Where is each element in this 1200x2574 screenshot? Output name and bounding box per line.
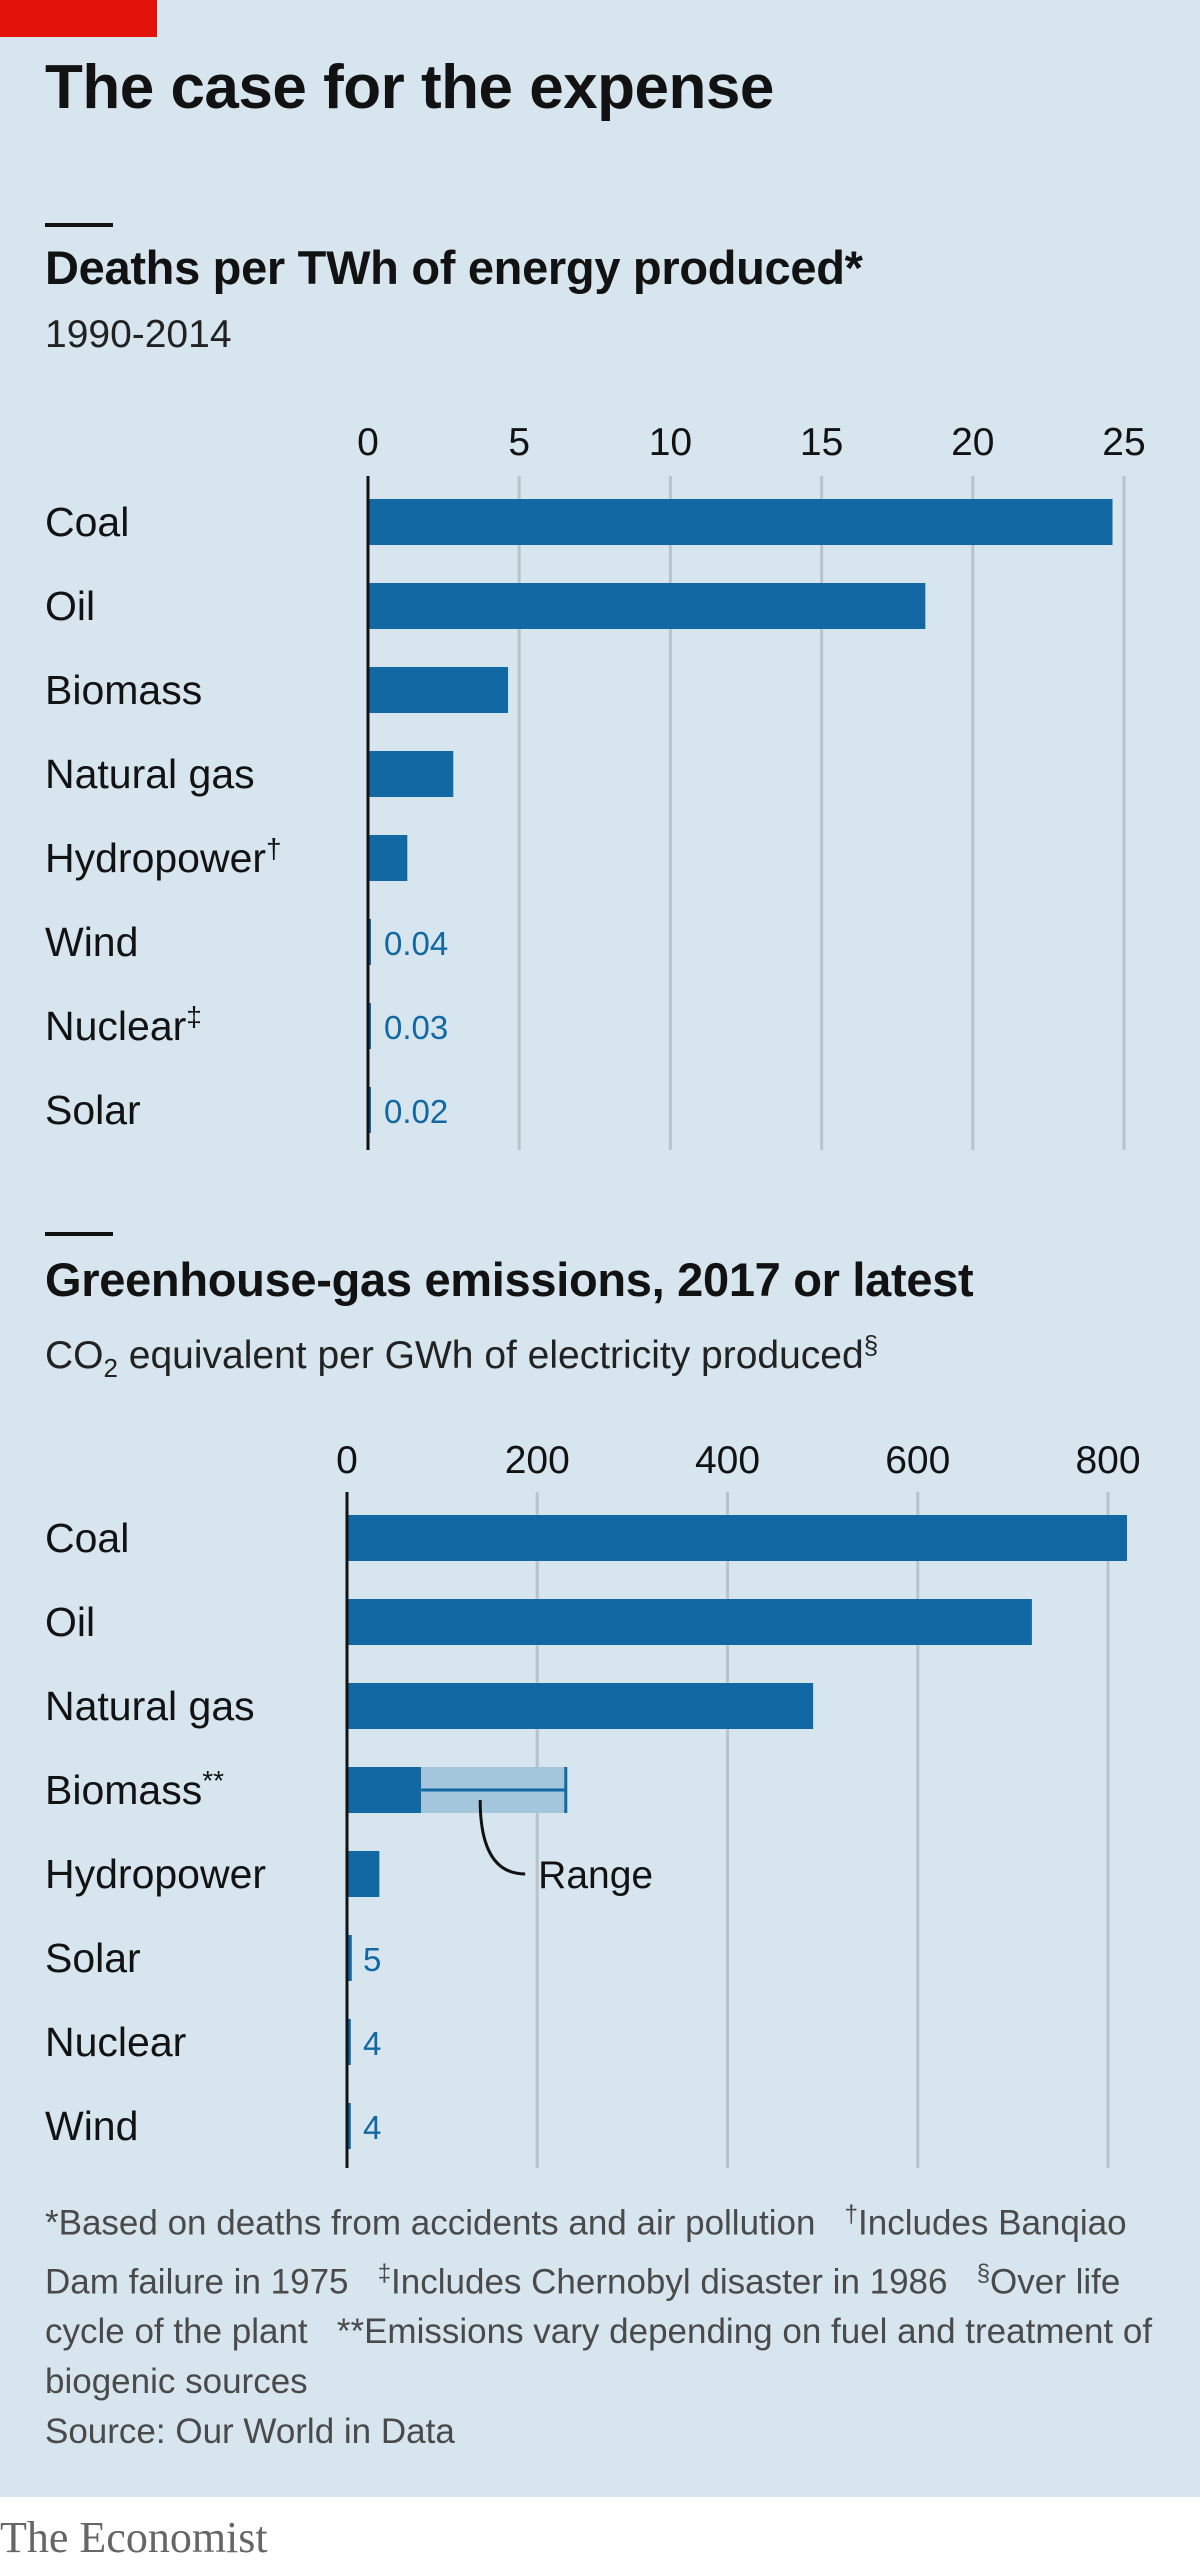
chart-2-title: Greenhouse-gas emissions, 2017 or latest <box>45 1253 974 1306</box>
category-label: Natural gas <box>45 1683 255 1729</box>
bar <box>368 751 454 797</box>
chart-2-subtitle-subscript: 2 <box>103 1352 118 1383</box>
chart-2-subtitle-mark: § <box>863 1330 879 1360</box>
category-label: Coal <box>45 499 129 545</box>
data-label: 0.03 <box>384 1009 448 1046</box>
bar <box>368 667 509 713</box>
chart-1-title: Deaths per TWh of energy produced* <box>45 241 863 294</box>
footnote-line-1: *Based on deaths from accidents and air … <box>45 2190 1165 2407</box>
tick-label: 800 <box>1075 1439 1140 1482</box>
category-label: Solar <box>45 1087 141 1133</box>
bar <box>347 1683 814 1729</box>
chart-1-subtitle: 1990-2014 <box>45 313 232 356</box>
chart-2-rule <box>45 1232 113 1236</box>
footnote-source: Source: Our World in Data <box>45 2412 455 2452</box>
tick-label: 25 <box>1102 421 1145 464</box>
category-label: Solar <box>45 1935 141 1981</box>
data-label: 0.04 <box>384 925 448 962</box>
bar <box>347 1515 1128 1561</box>
page-title: The case for the expense <box>45 53 774 122</box>
bar <box>347 2103 351 2149</box>
bar <box>368 835 408 881</box>
chart-2-subtitle-rest: equivalent per GWh of electricity produc… <box>117 1334 864 1377</box>
chart-2-subtitle-main: CO <box>45 1334 104 1377</box>
footnote-ddagger-text: Includes Chernobyl disaster in 1986 <box>391 2262 948 2302</box>
category-label: Coal <box>45 1515 129 1561</box>
tick-label: 15 <box>800 421 843 464</box>
tick-label: 10 <box>649 421 692 464</box>
tick-label: 5 <box>508 421 530 464</box>
category-label: Oil <box>45 583 95 629</box>
footnote-section-mark: § <box>976 2259 991 2287</box>
category-label: Hydropower <box>45 1851 266 1897</box>
chart-2-subtitle: CO2 equivalent per GWh of electricity pr… <box>45 1330 878 1384</box>
tick-label: 400 <box>695 1439 760 1482</box>
category-label: Biomass <box>45 667 202 713</box>
data-label: 5 <box>363 1941 381 1978</box>
bar <box>368 499 1113 545</box>
bar <box>347 1935 352 1981</box>
footnote-deaths-basis: *Based on deaths from accidents and air … <box>45 2203 816 2243</box>
tick-label: 200 <box>505 1439 570 1482</box>
data-label: 0.02 <box>384 1093 448 1130</box>
category-footnote-mark: ‡ <box>186 1001 202 1032</box>
category-label: Natural gas <box>45 751 255 797</box>
footnote-dagger-text: Includes Banqiao Dam failure in 1975 <box>45 2203 1127 2302</box>
bar <box>368 583 926 629</box>
bar <box>347 2019 351 2065</box>
category-label: Wind <box>45 919 138 965</box>
brand-logo-text: The Economist <box>0 2513 268 2562</box>
category-label: Wind <box>45 2103 138 2149</box>
category-label: Hydropower† <box>45 833 282 881</box>
chart-1-deaths-per-twh: 0 5 10 15 20 25 Coal Oil Biomass Natural gas Hydro… <box>45 421 1146 1150</box>
brand-red-tag <box>0 0 157 37</box>
bar <box>347 1851 380 1897</box>
bar <box>347 1767 422 1813</box>
footnotes: *Based on deaths from accidents and air … <box>45 2190 1165 2457</box>
tick-label: 600 <box>885 1439 950 1482</box>
chart-2-ghg-emissions: 0 200 400 600 800 Coal Oil Natural gas Biomass**… <box>45 1439 1141 2168</box>
range-annotation: Range <box>538 1854 653 1897</box>
tick-label: 20 <box>951 421 994 464</box>
tick-label: 0 <box>357 421 379 464</box>
category-label: Nuclear <box>45 2019 186 2065</box>
tick-label: 0 <box>336 1439 358 1482</box>
footnote-ddagger-mark: ‡ <box>377 2259 392 2287</box>
range-leader-line <box>478 1799 526 1876</box>
data-label: 4 <box>363 2109 381 2146</box>
category-label: Nuclear‡ <box>45 1001 202 1049</box>
chart-panel: The case for the expense Deaths per TWh … <box>0 0 1200 2497</box>
bar <box>347 1599 1032 1645</box>
data-label: 4 <box>363 2025 381 2062</box>
category-footnote-mark: † <box>266 833 282 864</box>
category-label: Biomass** <box>45 1765 224 1813</box>
footnote-dagger-mark: † <box>844 2201 859 2228</box>
category-footnote-mark: ** <box>202 1765 224 1796</box>
footnote-section-text: Over life cycle of the plant <box>45 2262 1121 2352</box>
category-label: Oil <box>45 1599 95 1645</box>
footnote-emissions-note: **Emissions vary depending on fuel and t… <box>45 2312 1153 2402</box>
chart-1-rule <box>45 223 113 227</box>
